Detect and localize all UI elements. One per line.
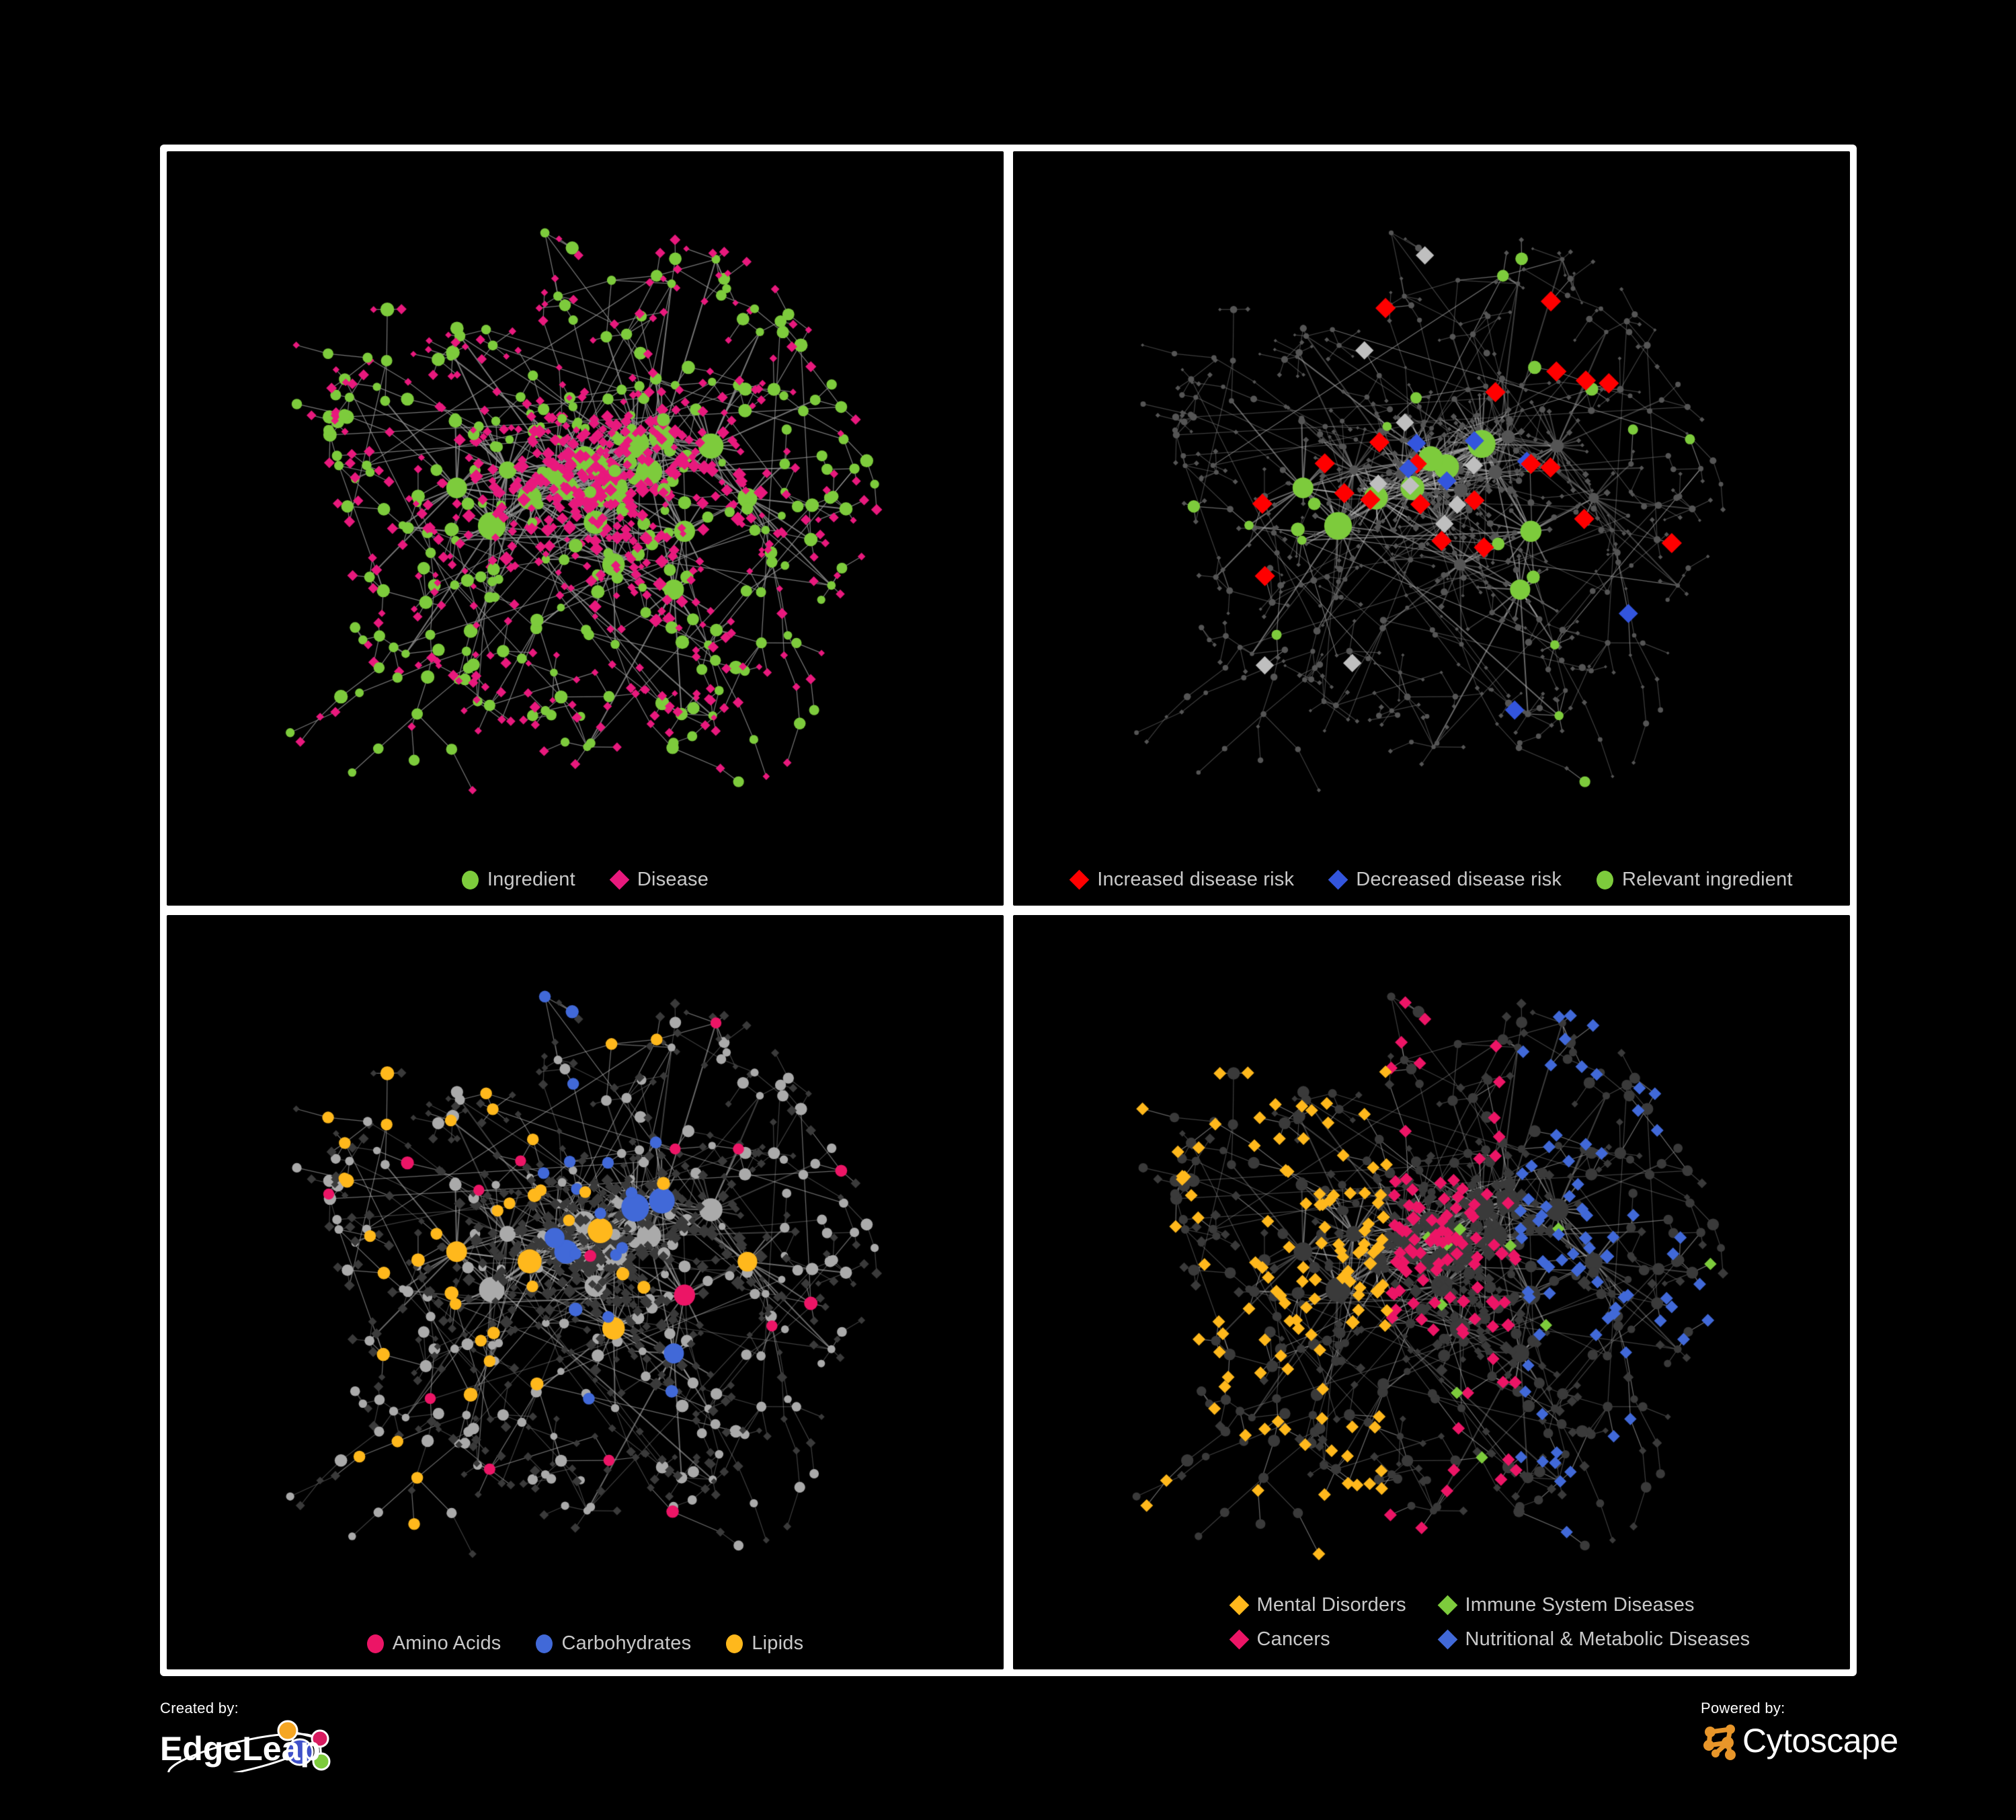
powered-by-text-block: Powered by:: [1701, 1700, 1898, 1762]
created-by-text-block: Created by:: [160, 1700, 362, 1772]
powered-by-kicker: Powered by:: [1701, 1700, 1785, 1716]
panel-ingredient-class[interactable]: Amino Acids Carbohydrates Lipids: [167, 915, 1004, 1669]
network-canvas-ingredient-disease[interactable]: [167, 151, 1004, 906]
edgeleap-wordmark: EdgeLeap: [160, 1730, 321, 1768]
cytoscape-wordmark: Cytoscape: [1742, 1722, 1898, 1759]
panel-disease-class[interactable]: Mental Disorders Immune System Diseases …: [1013, 915, 1850, 1669]
network-canvas-ingredient-class[interactable]: [167, 915, 1004, 1669]
panel-disease-risk[interactable]: Increased disease risk Decreased disease…: [1013, 151, 1850, 906]
network-canvas-disease-risk[interactable]: [1013, 151, 1850, 906]
cytoscape-logo: [1703, 1725, 1736, 1760]
network-canvas-disease-class[interactable]: [1013, 915, 1850, 1669]
panel-ingredient-disease[interactable]: Ingredient Disease: [167, 151, 1004, 906]
created-by-kicker: Created by:: [160, 1700, 239, 1716]
created-by-brand: Created by:: [160, 1700, 362, 1772]
edgeleap-network-logo: EdgeLeap: [160, 1720, 331, 1772]
panel-grid-frame: Ingredient Disease Increased disease ris…: [160, 145, 1857, 1676]
powered-by-brand: Powered by:: [1701, 1700, 1898, 1762]
